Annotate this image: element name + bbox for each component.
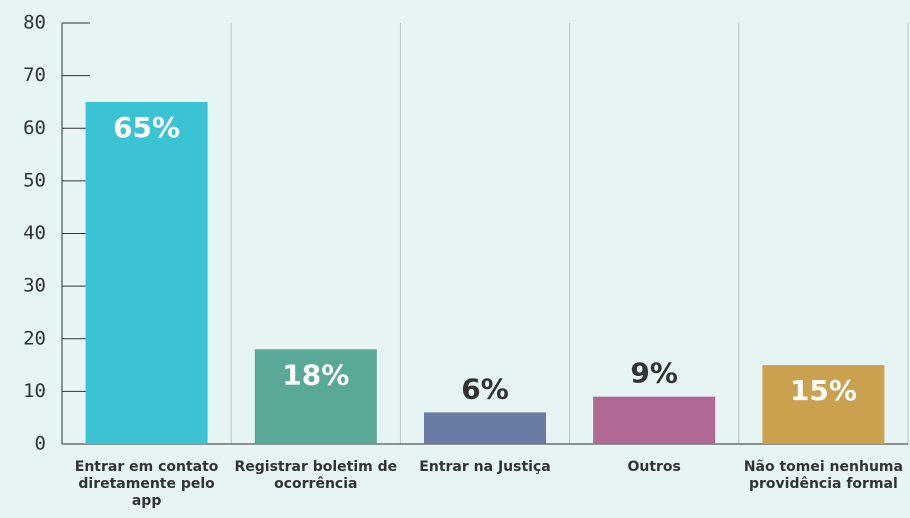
value-label: 6%: [461, 372, 509, 405]
y-tick-label: 70: [23, 64, 46, 86]
value-label: 15%: [790, 374, 857, 407]
y-tick-label: 40: [23, 222, 46, 244]
bar: [85, 101, 208, 444]
x-tick-label: Outros: [627, 459, 681, 475]
y-tick-label: 50: [23, 169, 46, 191]
value-label: 65%: [113, 111, 180, 144]
bar: [762, 365, 885, 444]
y-tick-label: 80: [23, 12, 46, 34]
x-tick-label: Não tomei nenhuma providência formal: [743, 459, 903, 492]
y-tick-label: 30: [23, 275, 46, 297]
bar: [424, 412, 546, 444]
x-tick-label: Entrar em contato diretamente pelo app: [74, 459, 219, 509]
y-tick-label: 20: [23, 327, 46, 349]
y-tick-label: 0: [35, 433, 46, 455]
x-tick-label: Registrar boletim de ocorrência: [234, 459, 398, 492]
x-tick-label: Entrar na Justiça: [419, 459, 551, 475]
bar: [593, 396, 716, 444]
bar: [254, 349, 377, 444]
value-label: 9%: [630, 357, 678, 390]
y-tick-label: 60: [23, 117, 46, 139]
y-tick-label: 10: [23, 380, 46, 402]
value-label: 18%: [282, 358, 349, 391]
